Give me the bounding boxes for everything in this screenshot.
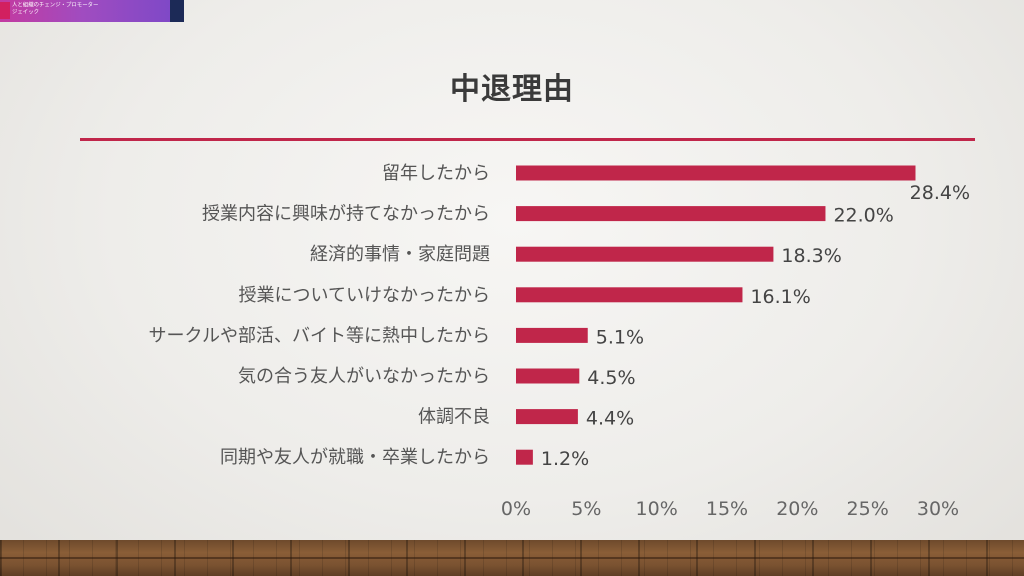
x-tick-label: 15% [706, 498, 748, 520]
data-label: 22.0% [833, 205, 893, 227]
logo-tagline: 人と組織のチェンジ・プロモーター [12, 2, 99, 9]
data-label: 16.1% [750, 286, 810, 308]
x-tick-label: 0% [501, 498, 531, 520]
category-label: 同期や友人が就職・卒業したから [220, 447, 490, 468]
chart-title: 中退理由 [450, 72, 574, 107]
x-tick-label: 30% [917, 498, 959, 520]
category-label: 気の合う友人がいなかったから [238, 366, 490, 387]
data-label: 5.1% [596, 326, 644, 348]
logo-company-name: ジェイック [12, 9, 40, 16]
bar [516, 409, 578, 425]
data-label: 4.5% [587, 367, 635, 389]
category-label: サークルや部活、バイト等に熱中したから [149, 325, 490, 346]
data-label: 4.4% [586, 408, 634, 430]
logo-stripe [170, 0, 184, 22]
category-label: 授業内容に興味が持てなかったから [202, 204, 490, 225]
category-label: 留年したから [382, 163, 490, 184]
category-label: 体調不良 [418, 407, 490, 428]
logo-mark [0, 2, 10, 19]
logo-text: 人と組織のチェンジ・プロモーター ジェイック [12, 2, 98, 16]
category-label: 授業についていけなかったから [239, 285, 490, 306]
x-tick-label: 10% [636, 498, 678, 520]
bar [516, 449, 533, 465]
bar [516, 246, 774, 262]
x-tick-label: 20% [776, 498, 818, 520]
bar [516, 206, 826, 222]
bar-chart: 留年したから 28.4% 授業内容に興味が持てなかったから 22.0% 経済的事情・家庭… [149, 163, 970, 520]
data-label: 28.4% [910, 182, 970, 204]
data-label: 1.2% [541, 448, 589, 470]
category-label: 経済的事情・家庭問題 [310, 244, 490, 265]
bar [516, 287, 743, 303]
bar [516, 368, 580, 384]
bar [516, 165, 916, 181]
data-label: 18.3% [781, 245, 841, 267]
x-tick-label: 5% [571, 498, 601, 520]
wood-floor-decoration [0, 540, 1024, 576]
company-logo-banner: 人と組織のチェンジ・プロモーター ジェイック [0, 0, 184, 22]
bar [516, 327, 588, 343]
x-tick-label: 25% [847, 498, 889, 520]
title-underline [80, 138, 975, 141]
